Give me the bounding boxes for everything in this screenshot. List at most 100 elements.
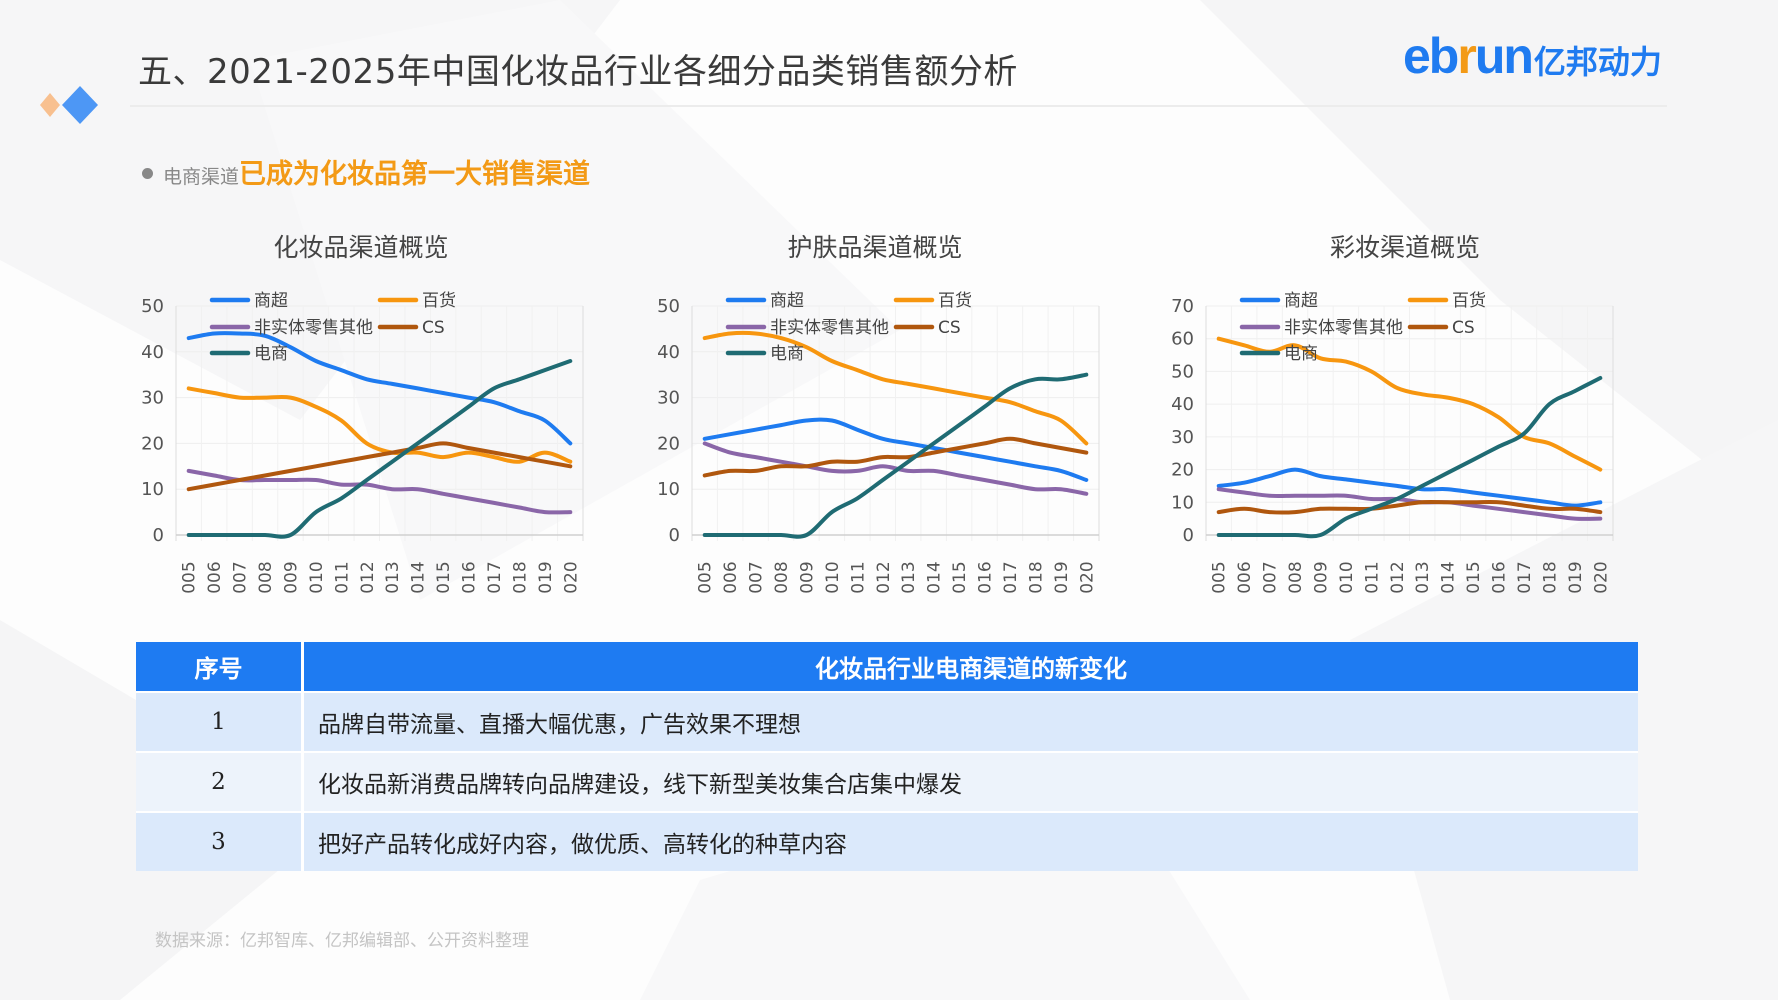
x-tick-label: 2009 <box>281 561 301 595</box>
series-line-0 <box>186 331 573 446</box>
x-tick-label: 2017 <box>1001 561 1021 595</box>
logo-text-r: r <box>1457 28 1477 84</box>
x-tick-label: 2009 <box>1311 561 1331 595</box>
y-tick-label: 50 <box>657 296 680 317</box>
x-tick-label: 2011 <box>1362 561 1382 595</box>
y-tick-label: 30 <box>1171 427 1194 448</box>
x-tick-label: 2012 <box>358 561 378 595</box>
x-tick-label: 2017 <box>485 561 505 595</box>
logo-wordmark: ebrun <box>1403 28 1534 84</box>
series-line-2 <box>186 468 573 515</box>
logo-text-eb: eb <box>1403 28 1459 84</box>
x-tick-label: 2009 <box>797 561 817 595</box>
x-tick-label: 2014 <box>409 561 429 595</box>
x-tick-label: 2020 <box>561 561 581 595</box>
logo-cn: 亿邦动力 <box>1533 43 1662 81</box>
y-tick-label: 40 <box>1171 394 1194 415</box>
x-tick-label: 2010 <box>823 561 843 595</box>
y-tick-label: 0 <box>1183 525 1194 546</box>
x-tick-label: 2020 <box>1077 561 1097 595</box>
series-line-1 <box>1216 336 1603 472</box>
x-tick-label: 2005 <box>1210 561 1230 595</box>
x-tick-label: 2017 <box>1515 561 1535 595</box>
table-row: 3 把好产品转化成好内容，做优质、高转化的种草内容 <box>136 811 1638 871</box>
x-tick-label: 2016 <box>976 561 996 595</box>
table-header-row: 序号 化妆品行业电商渠道的新变化 <box>136 642 1638 691</box>
x-tick-label: 2008 <box>772 561 792 595</box>
legend-label: 非实体零售其他 <box>1284 318 1403 338</box>
chart-title-cosmetics: 化妆品渠道概览 <box>273 233 449 262</box>
x-tick-label: 2010 <box>307 561 327 595</box>
chart-skincare-channels: 0 10 20 30 40 50 2005 2006 2007 2008 2009 2010 2011 2… <box>657 291 1100 595</box>
legend-label: 百货 <box>938 291 972 311</box>
series-line-1 <box>186 386 573 464</box>
series-line-0 <box>702 417 1089 482</box>
x-tick-label: 2006 <box>205 561 225 595</box>
y-tick-label: 60 <box>1171 329 1194 350</box>
y-tick-label: 50 <box>141 296 164 317</box>
legend-label: 电商 <box>770 344 804 364</box>
series-line-0 <box>1216 467 1603 508</box>
series-line-4 <box>702 372 1089 539</box>
x-tick-label: 2019 <box>1052 561 1072 595</box>
legend-label: 非实体零售其他 <box>770 318 889 338</box>
x-tick-label: 2012 <box>1388 561 1408 595</box>
subtitle-gray: 电商渠道 <box>163 166 240 188</box>
y-tick-label: 30 <box>657 388 680 409</box>
y-tick-label: 40 <box>141 342 164 363</box>
page-title: 五、2021-2025年中国化妆品行业各细分品类销售额分析 <box>138 52 1018 92</box>
x-tick-label: 2007 <box>747 561 767 595</box>
x-tick-label: 2018 <box>1026 561 1046 595</box>
ebrun-logo: ebrun亿邦动力 <box>1403 31 1662 81</box>
x-tick-label: 2012 <box>874 561 894 595</box>
header-index: 序号 <box>136 642 304 691</box>
legend-label: 百货 <box>1452 291 1486 311</box>
x-tick-label: 2013 <box>1413 561 1433 595</box>
y-tick-label: 40 <box>657 342 680 363</box>
data-source-note: 数据来源：亿邦智库、亿邦编辑部、公开资料整理 <box>155 931 529 951</box>
y-tick-label: 20 <box>657 433 680 454</box>
y-tick-label: 10 <box>657 479 680 500</box>
x-tick-label: 2018 <box>1540 561 1560 595</box>
row-index: 3 <box>136 811 304 871</box>
row-index: 2 <box>136 751 304 811</box>
table-row: 2 化妆品新消费品牌转向品牌建设，线下新型美妆集合店集中爆发 <box>136 751 1638 811</box>
subtitle-highlight: 已成为化妆品第一大销售渠道 <box>239 159 591 190</box>
bullet-dot-icon <box>142 168 153 179</box>
ecommerce-changes-table: 序号 化妆品行业电商渠道的新变化 1 品牌自带流量、直播大幅优惠，广告效果不理想… <box>136 642 1638 871</box>
x-tick-label: 2005 <box>180 561 200 595</box>
legend-label: 电商 <box>1284 344 1318 364</box>
legend-label: 商超 <box>1284 291 1318 311</box>
y-tick-label: 10 <box>141 479 164 500</box>
series-line-3 <box>186 441 573 492</box>
y-tick-label: 50 <box>1171 361 1194 382</box>
x-tick-label: 2014 <box>925 561 945 595</box>
y-tick-label: 20 <box>141 433 164 454</box>
legend-label: 商超 <box>770 291 804 311</box>
x-tick-label: 2006 <box>1235 561 1255 595</box>
x-tick-label: 2020 <box>1591 561 1611 595</box>
x-tick-label: 2007 <box>1261 561 1281 595</box>
x-tick-label: 2011 <box>848 561 868 595</box>
x-tick-label: 2015 <box>434 561 454 595</box>
chart-title-skincare: 护肤品渠道概览 <box>787 233 963 262</box>
legend-label: 商超 <box>254 291 288 311</box>
series-line-2 <box>702 441 1089 496</box>
x-tick-label: 2015 <box>950 561 970 595</box>
legend-label: CS <box>422 318 445 338</box>
series-line-3 <box>1216 500 1603 515</box>
chart-title-makeup: 彩妆渠道概览 <box>1329 233 1481 262</box>
y-tick-label: 30 <box>141 388 164 409</box>
x-tick-label: 2013 <box>899 561 919 595</box>
x-tick-label: 2010 <box>1337 561 1357 595</box>
y-tick-label: 70 <box>1171 296 1194 317</box>
x-tick-label: 2013 <box>383 561 403 595</box>
header-changes: 化妆品行业电商渠道的新变化 <box>304 642 1638 691</box>
x-tick-label: 2008 <box>1286 561 1306 595</box>
legend-label: CS <box>938 318 961 338</box>
section-subtitle: 电商渠道已成为化妆品第一大销售渠道 <box>142 152 590 191</box>
x-tick-label: 2016 <box>1490 561 1510 595</box>
row-text: 品牌自带流量、直播大幅优惠，广告效果不理想 <box>304 691 1638 751</box>
row-text: 化妆品新消费品牌转向品牌建设，线下新型美妆集合店集中爆发 <box>304 751 1638 811</box>
